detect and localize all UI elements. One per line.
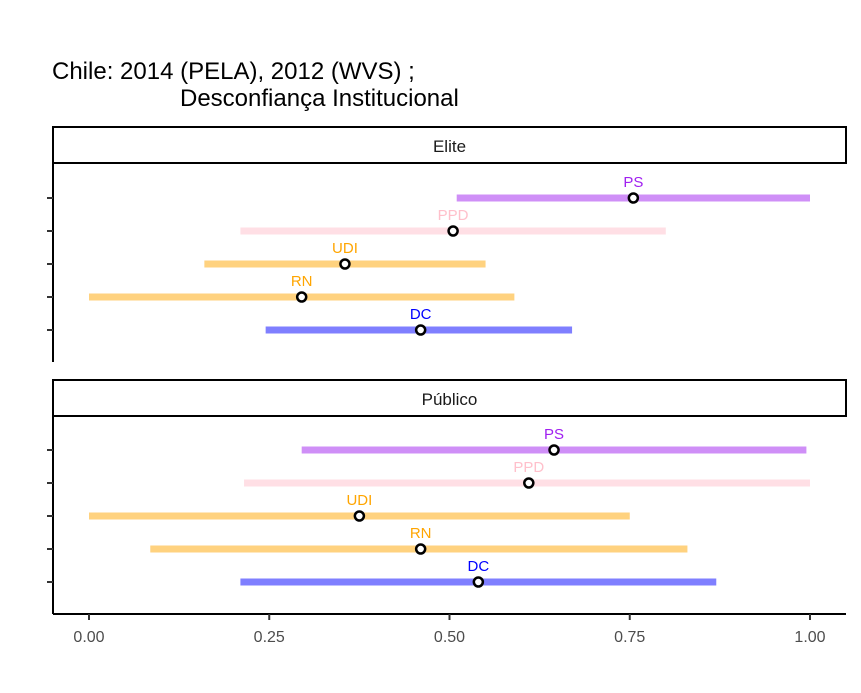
- point-publico-rn: [414, 543, 427, 555]
- x-axis: 0.00 0.25 0.50 0.75 1.00: [73, 614, 826, 646]
- label-elite-rn: RN: [291, 273, 313, 290]
- label-elite-ps: PS: [623, 174, 643, 191]
- point-elite-rn: [295, 291, 308, 303]
- label-publico-udi: UDI: [346, 492, 372, 509]
- panel-label-elite: Elite: [433, 137, 466, 156]
- x-tick-label-0: 0.00: [73, 629, 104, 646]
- point-publico-udi: [353, 510, 366, 522]
- x-tick-label-1: 0.25: [254, 629, 285, 646]
- chart-title-line-2: Desconfiança Institucional: [180, 85, 459, 112]
- panel-strip-publico: [52, 379, 847, 417]
- point-publico-dc: [472, 576, 485, 588]
- point-publico-ps: [548, 444, 560, 456]
- point-elite-ppd: [447, 225, 459, 237]
- x-tick-label-2: 0.50: [434, 629, 465, 646]
- x-tick-label-4: 1.00: [794, 629, 825, 646]
- x-tick-label-3: 0.75: [614, 629, 645, 646]
- point-publico-ppd: [523, 477, 535, 489]
- label-publico-ps: PS: [544, 426, 564, 443]
- label-elite-ppd: PPD: [438, 207, 469, 224]
- chart-title-line-1: Chile: 2014 (PELA), 2012 (WVS) ;: [52, 58, 415, 85]
- point-elite-ps: [627, 192, 640, 204]
- panel-strip-elite: [52, 126, 847, 164]
- point-elite-dc: [414, 324, 427, 336]
- label-publico-ppd: PPD: [513, 459, 544, 476]
- label-elite-udi: UDI: [332, 240, 358, 257]
- label-publico-rn: RN: [410, 525, 432, 542]
- label-elite-dc: DC: [410, 306, 432, 323]
- panel-label-publico: Público: [422, 390, 478, 409]
- panel-elite: Elite PS PPD UDI RN DC: [47, 126, 847, 362]
- point-elite-udi: [339, 258, 351, 270]
- label-publico-dc: DC: [468, 558, 490, 575]
